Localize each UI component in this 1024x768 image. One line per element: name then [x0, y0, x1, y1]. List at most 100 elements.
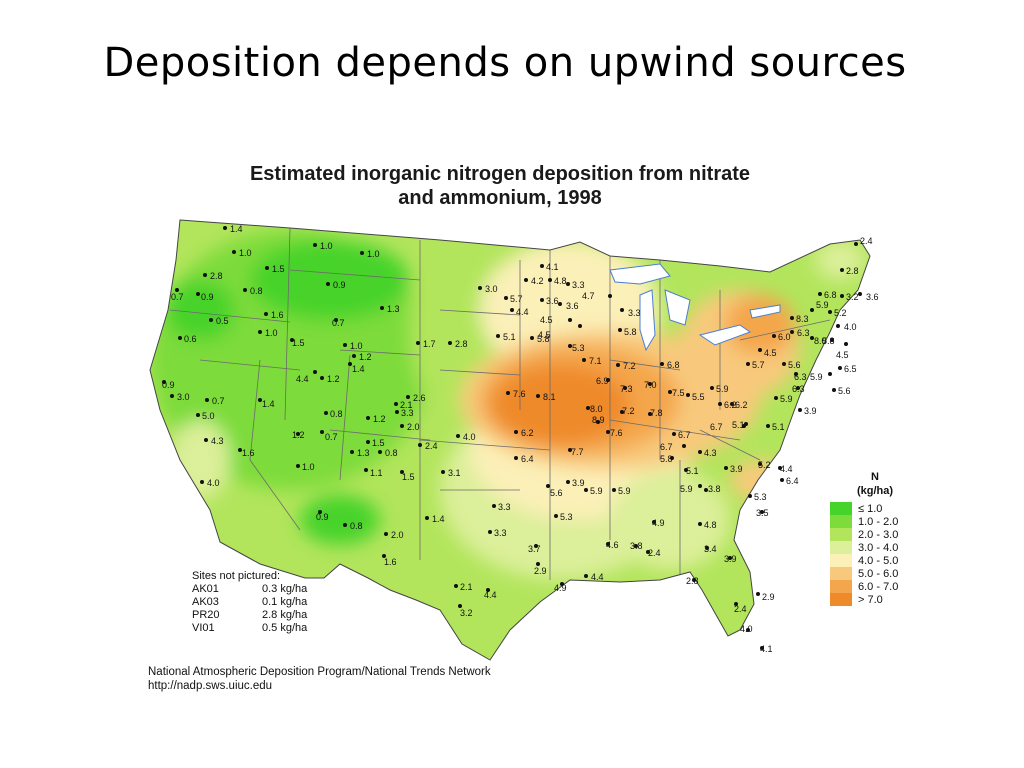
legend-item: 3.0 - 4.0	[830, 541, 920, 554]
site-dot	[634, 544, 638, 548]
site-dot	[778, 466, 782, 470]
site-dot	[758, 348, 762, 352]
legend-title: N (kg/ha)	[830, 470, 920, 498]
site-value: 1.2	[327, 374, 340, 384]
site-value: 6.3	[792, 384, 805, 394]
site-marker: 1.4	[348, 362, 365, 374]
site-dot	[698, 484, 702, 488]
site-value: 6.7	[678, 430, 691, 440]
site-dot	[766, 424, 770, 428]
site-marker: 2.8	[203, 271, 223, 281]
site-marker: 5.6	[782, 360, 801, 370]
site-dot	[540, 298, 544, 302]
site-value: 0.7	[332, 318, 345, 328]
site-dot	[858, 292, 862, 296]
site-marker: 3.8	[630, 541, 643, 551]
site-value: 6.3	[794, 372, 807, 382]
site-marker: 2.4	[854, 236, 873, 246]
site-value: 4.5	[538, 330, 551, 340]
site-marker: 6.5	[838, 364, 857, 374]
site-dot	[534, 544, 538, 548]
site-value: 7.2	[622, 406, 635, 416]
site-value: 1.4	[432, 514, 445, 524]
legend-swatch	[830, 502, 852, 515]
site-marker: 5.1	[496, 332, 516, 342]
site-marker: 7.6	[606, 428, 623, 438]
site-dot	[313, 243, 317, 247]
site-marker: 5.3	[568, 343, 585, 353]
site-value: 4.9	[652, 518, 665, 528]
site-marker: 2.6	[406, 393, 426, 403]
site-value: 1.5	[372, 438, 385, 448]
site-marker: 6.0	[772, 332, 791, 342]
site-value: 7.0	[644, 380, 657, 390]
legend-swatch	[830, 554, 852, 567]
site-dot	[828, 372, 832, 376]
site-marker: 4.4	[296, 370, 317, 384]
site-marker: 0.8	[378, 448, 398, 458]
site-value: 5.1	[503, 332, 516, 342]
site-dot	[366, 416, 370, 420]
site-value: 1.0	[367, 249, 380, 259]
site-value: 6.2	[735, 400, 748, 410]
site-value: 6.3	[797, 328, 810, 338]
site-marker: 3.8	[704, 484, 721, 494]
legend-item: 6.0 - 7.0	[830, 580, 920, 593]
site-marker: 1.6	[264, 310, 284, 320]
site-value: 7.5	[672, 388, 685, 398]
site-marker: 3.3	[488, 528, 507, 538]
great-lakes	[609, 263, 781, 352]
site-value: 2.4	[425, 441, 438, 451]
site-dot	[560, 582, 564, 586]
site-value: 1.1	[370, 468, 383, 478]
site-dot	[238, 448, 242, 452]
site-marker: 1.0	[232, 248, 252, 258]
site-value: 5.9	[680, 484, 693, 494]
site-value: 3.9	[730, 464, 743, 474]
site-value: 3.4	[704, 544, 717, 554]
site-marker: 5.2	[828, 308, 847, 318]
site-marker: 5.9	[810, 372, 832, 382]
site-dot	[705, 546, 709, 550]
site-value: 1.5	[272, 264, 285, 274]
site-marker: 7.0	[644, 380, 657, 390]
site-dot	[320, 430, 324, 434]
site-dot	[760, 646, 764, 650]
site-value: 0.1 kg/ha	[262, 596, 308, 608]
site-value: 8.1	[543, 392, 556, 402]
site-dot	[828, 310, 832, 314]
site-dot	[204, 438, 208, 442]
site-dot	[382, 554, 386, 558]
site-value: 1.5	[402, 472, 415, 482]
site-marker: 2.9	[756, 592, 775, 602]
site-dot	[380, 306, 384, 310]
site-dot	[584, 488, 588, 492]
site-marker: 3.2	[840, 292, 859, 302]
site-dot	[352, 354, 356, 358]
site-value: 8.0	[814, 336, 827, 346]
sites-not-pictured: Sites not pictured: AK01 0.3 kg/ha AK03 0.…	[192, 570, 307, 635]
site-value: 3.6	[566, 301, 579, 311]
site-value: 3.0	[177, 392, 190, 402]
site-value: 4.8	[704, 520, 717, 530]
site-value: 5.1	[732, 420, 745, 430]
site-dot	[796, 386, 800, 390]
site-value: 4.3	[704, 448, 717, 458]
site-value: 5.9	[816, 300, 829, 310]
site-dot	[530, 336, 534, 340]
site-dot	[360, 251, 364, 255]
site-dot	[366, 440, 370, 444]
site-dot	[794, 372, 798, 376]
site-dot	[782, 362, 786, 366]
site-marker: 6.2	[718, 400, 737, 410]
site-value: 1.6	[384, 557, 397, 567]
site-dot	[448, 341, 452, 345]
site-dot	[728, 556, 732, 560]
site-value: 5.2	[834, 308, 847, 318]
credit: National Atmospheric Deposition Program/…	[148, 665, 491, 693]
site-dot	[608, 294, 612, 298]
site-value: 2.0	[407, 422, 420, 432]
site-marker: 4.0	[836, 322, 857, 332]
site-dot	[243, 288, 247, 292]
site-value: 1.4	[230, 224, 243, 234]
